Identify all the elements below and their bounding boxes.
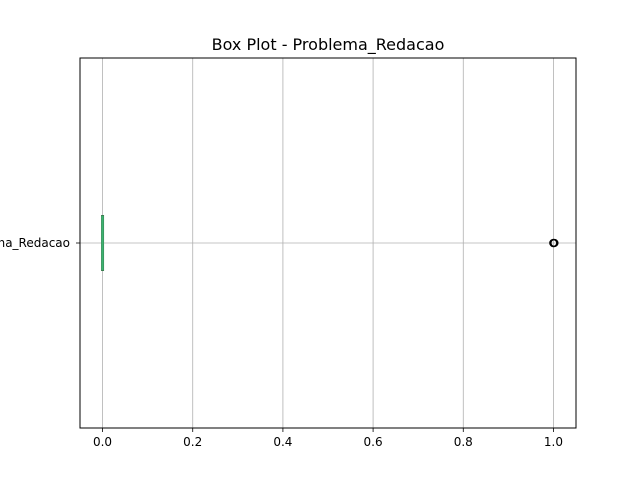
- grid-lines: [80, 58, 576, 428]
- x-axis-ticks: 0.0 0.2 0.4 0.6 0.8 1.0: [93, 428, 563, 449]
- y-tick-label: Problema_Redacao: [0, 236, 70, 250]
- x-tick-label: 0.6: [364, 435, 383, 449]
- box-elements: [101, 215, 105, 271]
- x-tick-label: 0.4: [273, 435, 292, 449]
- x-tick-label: 1.0: [544, 435, 563, 449]
- y-axis-ticks: Problema_Redacao: [0, 236, 80, 250]
- outlier-points: [549, 238, 559, 248]
- x-tick-label: 0.2: [183, 435, 202, 449]
- chart-title: Box Plot - Problema_Redacao: [212, 35, 445, 55]
- x-tick-label: 0.8: [454, 435, 473, 449]
- outlier-point: [550, 238, 559, 248]
- x-tick-label: 0.0: [93, 435, 112, 449]
